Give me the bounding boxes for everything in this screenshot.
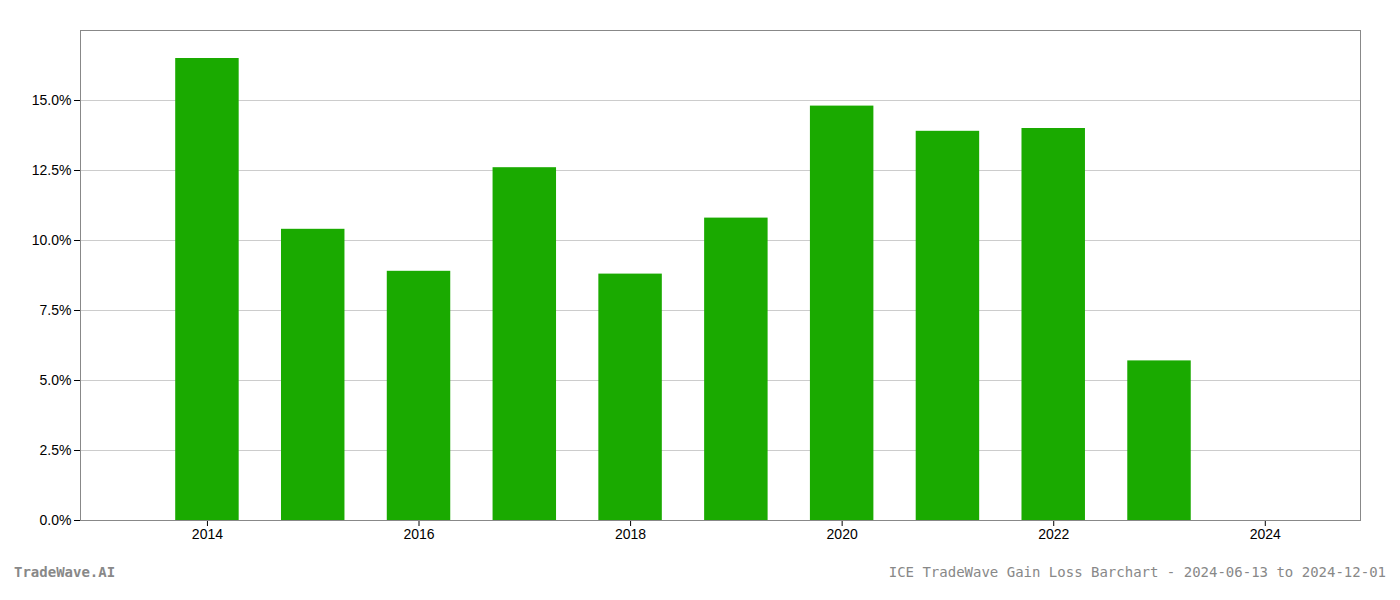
svg-text:2024: 2024 — [1250, 526, 1281, 542]
svg-text:12.5%: 12.5% — [32, 162, 72, 178]
svg-text:2020: 2020 — [827, 526, 858, 542]
html-text:TradeWave.AI: TradeWave.AI — [14, 564, 116, 580]
svg-text:2.5%: 2.5% — [40, 442, 72, 458]
svg-text:15.0%: 15.0% — [32, 92, 72, 108]
svg-text:2016: 2016 — [403, 526, 434, 542]
svg-text:2022: 2022 — [1038, 526, 1069, 542]
html-text:ICE TradeWave Gain Loss Barcha: ICE TradeWave Gain Loss Barchart - 2024-… — [888, 564, 1386, 580]
svg-text:0.0%: 0.0% — [40, 512, 72, 528]
svg-text:7.5%: 7.5% — [40, 302, 72, 318]
svg-text:2014: 2014 — [192, 526, 223, 542]
svg-text:10.0%: 10.0% — [32, 232, 72, 248]
svg-text:5.0%: 5.0% — [40, 372, 72, 388]
svg-text:2018: 2018 — [615, 526, 646, 542]
